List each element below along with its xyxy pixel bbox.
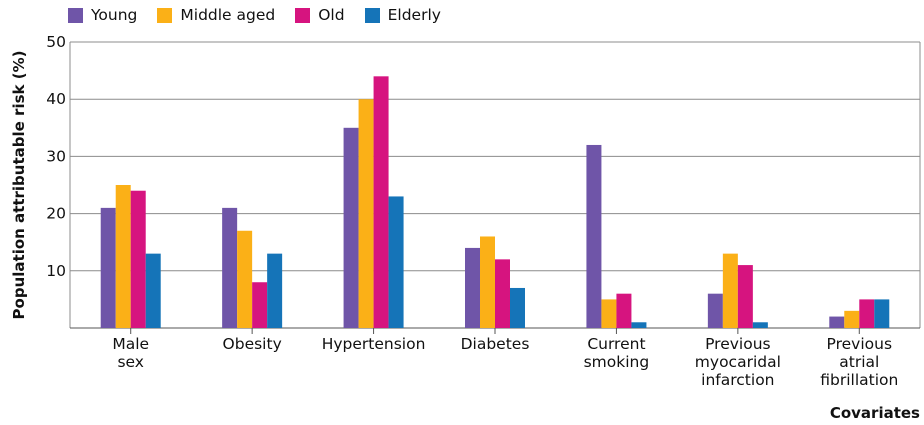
x-tick-label-line: Hypertension [322, 335, 426, 353]
bar [737, 265, 753, 328]
bar [722, 253, 738, 328]
bar [601, 299, 617, 328]
x-tick-label-line: myocaridal [695, 353, 781, 371]
bar [343, 127, 359, 328]
y-tick-label: 10 [46, 262, 66, 280]
bar [510, 287, 525, 328]
y-tick-label: 40 [46, 90, 66, 108]
legend-label: Old [318, 6, 345, 24]
x-tick-label-line: infarction [701, 371, 774, 389]
x-tick-label-line: smoking [584, 353, 650, 371]
legend-item: Middle aged [157, 6, 275, 24]
bar [616, 293, 632, 328]
legend-label: Elderly [387, 6, 441, 24]
x-tick-label-line: atrial [839, 353, 879, 371]
x-tick-label-line: sex [117, 353, 144, 371]
bar [358, 99, 374, 328]
bar [222, 207, 238, 328]
bar [115, 185, 131, 328]
bar [237, 230, 253, 328]
legend-swatch [295, 7, 311, 23]
legend-item: Elderly [364, 6, 441, 24]
x-tick-label: Previous atrial fibrillation [820, 335, 898, 389]
legend-swatch [364, 7, 380, 23]
x-tick-label-line: Current [587, 335, 645, 353]
x-tick-label-line: Previous [827, 335, 893, 353]
legend-item: Old [295, 6, 345, 24]
legend: Young Middle aged Old Elderly [68, 6, 461, 24]
bar [707, 293, 723, 328]
bar [267, 253, 283, 328]
legend-label: Middle aged [180, 6, 276, 24]
legend-swatch [68, 7, 83, 23]
x-tick-label-line: Previous [705, 335, 771, 353]
bar [586, 144, 602, 328]
x-tick-label-line: Diabetes [461, 335, 530, 353]
bar [145, 253, 161, 328]
legend-label: Young [91, 6, 138, 24]
bar [373, 76, 389, 328]
bar [874, 299, 890, 328]
bar [100, 207, 116, 328]
x-tick-label-line: Male [112, 335, 149, 353]
y-tick-label: 30 [46, 147, 66, 165]
y-tick-label: 20 [46, 205, 66, 223]
x-axis-title: Covariates [830, 404, 920, 422]
bar [388, 196, 404, 328]
x-tick-label: Previous myocaridal infarction [695, 335, 781, 389]
bar [480, 236, 495, 328]
bar [465, 247, 480, 328]
bar [752, 322, 768, 328]
bar [495, 259, 510, 328]
y-axis-title: Population attributable risk (%) [10, 51, 28, 320]
x-tick-label: Male sex [112, 335, 149, 371]
bar [859, 299, 875, 328]
x-tick-label: Diabetes [461, 335, 530, 353]
x-tick-label: Current smoking [584, 335, 650, 371]
x-tick-label-line: fibrillation [820, 371, 898, 389]
y-tick-label: 50 [46, 33, 66, 51]
bar [631, 322, 647, 328]
bar [844, 310, 860, 328]
bar [252, 282, 268, 328]
x-tick-label: Obesity [223, 335, 282, 353]
bar [130, 190, 146, 328]
bar [829, 316, 845, 328]
legend-swatch [157, 7, 173, 23]
x-tick-label: Hypertension [322, 335, 426, 353]
legend-item: Young [68, 6, 137, 24]
x-tick-label-line: Obesity [223, 335, 282, 353]
